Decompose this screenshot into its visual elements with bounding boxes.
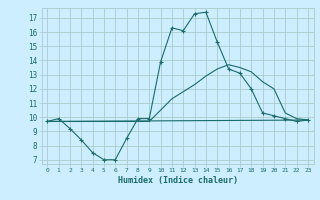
X-axis label: Humidex (Indice chaleur): Humidex (Indice chaleur) <box>118 176 237 185</box>
